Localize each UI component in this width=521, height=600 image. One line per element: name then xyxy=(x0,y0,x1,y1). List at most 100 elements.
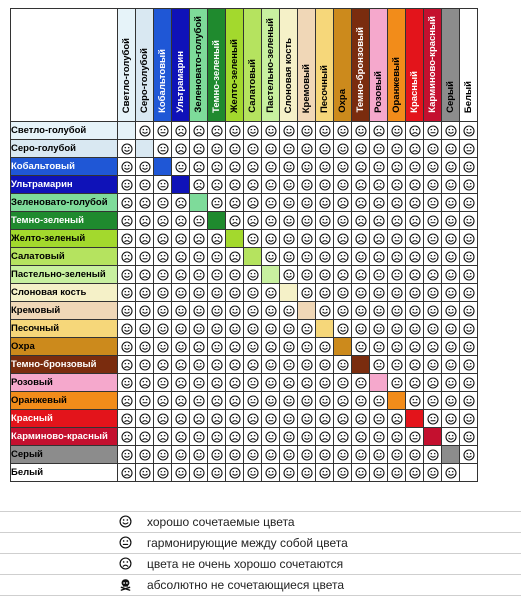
compatibility-cell xyxy=(189,229,208,248)
smile-icon xyxy=(300,412,313,425)
row-header: Слоновая кость xyxy=(10,283,118,302)
compatibility-cell xyxy=(243,319,262,338)
smile-icon xyxy=(444,430,457,443)
smile-icon xyxy=(390,322,403,335)
neutral-icon xyxy=(282,142,295,155)
compatibility-cell xyxy=(279,391,298,410)
table-row: Оранжевый xyxy=(10,391,478,410)
sad-icon xyxy=(174,268,187,281)
compatibility-cell xyxy=(441,157,460,176)
compatibility-cell xyxy=(351,175,370,194)
neutral-icon xyxy=(246,376,259,389)
compatibility-cell xyxy=(351,409,370,428)
compatibility-cell xyxy=(369,319,388,338)
compatibility-cell xyxy=(117,283,136,302)
smile-icon xyxy=(444,160,457,173)
compatibility-cell xyxy=(315,139,334,158)
compatibility-cell xyxy=(405,157,424,176)
compatibility-cell xyxy=(351,157,370,176)
smile-icon xyxy=(390,448,403,461)
compatibility-cell xyxy=(387,319,406,338)
smile-icon xyxy=(444,322,457,335)
compatibility-cell xyxy=(243,301,262,320)
compatibility-cell xyxy=(297,337,316,356)
smile-icon xyxy=(156,322,169,335)
compatibility-cell xyxy=(243,265,262,284)
sad-icon xyxy=(354,232,367,245)
compatibility-cell xyxy=(171,139,190,158)
smile-icon xyxy=(426,304,439,317)
compatibility-cell xyxy=(441,139,460,158)
table-row: Слоновая кость xyxy=(10,283,478,302)
smile-icon xyxy=(282,466,295,479)
sad-icon xyxy=(300,376,313,389)
table-row: Пастельно-зеленый xyxy=(10,265,478,284)
compatibility-cell xyxy=(369,391,388,410)
compatibility-cell xyxy=(405,391,424,410)
sad-icon xyxy=(264,340,277,353)
neutral-icon xyxy=(264,196,277,209)
smile-icon xyxy=(120,160,133,173)
sad-icon xyxy=(156,250,169,263)
sad-icon xyxy=(354,178,367,191)
neutral-icon xyxy=(192,376,205,389)
smile-icon xyxy=(300,358,313,371)
compatibility-cell xyxy=(135,463,154,482)
neutral-icon xyxy=(300,340,313,353)
compatibility-cell xyxy=(459,355,478,374)
column-header-label: Белый xyxy=(463,80,474,113)
compatibility-cell xyxy=(459,283,478,302)
compatibility-cell xyxy=(279,229,298,248)
compatibility-cell xyxy=(171,445,190,464)
compatibility-cell xyxy=(189,157,208,176)
diagonal-cell xyxy=(405,409,424,428)
smile-icon xyxy=(336,214,349,227)
smile-icon xyxy=(408,304,421,317)
smile-icon xyxy=(426,448,439,461)
sad-icon xyxy=(408,376,421,389)
compatibility-cell xyxy=(351,463,370,482)
compatibility-cell xyxy=(117,391,136,410)
sad-icon xyxy=(192,178,205,191)
row-header: Карминово-красный xyxy=(10,427,118,446)
sad-icon xyxy=(174,394,187,407)
compatibility-cell xyxy=(207,319,226,338)
compatibility-cell xyxy=(387,157,406,176)
neutral-icon xyxy=(426,232,439,245)
compatibility-cell xyxy=(225,355,244,374)
sad-icon xyxy=(390,340,403,353)
neutral-icon xyxy=(264,178,277,191)
compatibility-cell xyxy=(153,175,172,194)
sad-icon xyxy=(246,358,259,371)
column-header: Салатовый xyxy=(243,8,262,122)
sad-icon xyxy=(336,394,349,407)
compatibility-cell xyxy=(153,229,172,248)
compatibility-cell xyxy=(243,193,262,212)
compatibility-cell xyxy=(333,391,352,410)
smile-icon xyxy=(444,358,457,371)
compatibility-cell xyxy=(207,409,226,428)
sad-icon xyxy=(336,196,349,209)
sad-icon xyxy=(282,376,295,389)
sad-icon xyxy=(336,232,349,245)
table-row: Кремовый xyxy=(10,301,478,320)
compatibility-cell xyxy=(225,319,244,338)
compatibility-cell xyxy=(279,427,298,446)
table-row: Серо-голубой xyxy=(10,139,478,158)
smile-icon xyxy=(210,322,223,335)
compatibility-cell xyxy=(279,301,298,320)
compatibility-cell xyxy=(459,301,478,320)
compatibility-cell xyxy=(333,445,352,464)
compatibility-cell xyxy=(171,337,190,356)
smile-icon xyxy=(282,322,295,335)
smile-icon xyxy=(246,340,259,353)
sad-icon xyxy=(228,178,241,191)
compatibility-cell xyxy=(261,337,280,356)
neutral-icon xyxy=(156,178,169,191)
sad-icon xyxy=(192,124,205,137)
compatibility-cell xyxy=(459,193,478,212)
row-header: Кремовый xyxy=(10,301,118,320)
smile-icon xyxy=(138,304,151,317)
smile-icon xyxy=(156,286,169,299)
neutral-icon xyxy=(156,124,169,137)
